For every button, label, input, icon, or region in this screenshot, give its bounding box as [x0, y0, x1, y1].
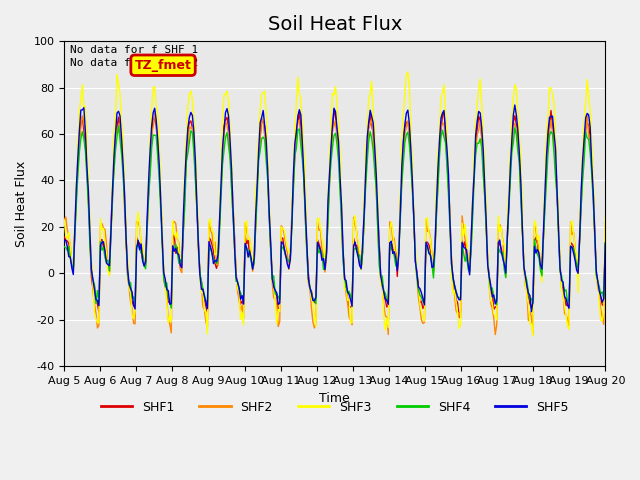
- Title: Soil Heat Flux: Soil Heat Flux: [268, 15, 402, 34]
- Y-axis label: Soil Heat Flux: Soil Heat Flux: [15, 161, 28, 247]
- Text: No data for f_SHF_1
No data for f_SHF_2: No data for f_SHF_1 No data for f_SHF_2: [70, 44, 198, 68]
- X-axis label: Time: Time: [319, 392, 350, 405]
- Legend: SHF1, SHF2, SHF3, SHF4, SHF5: SHF1, SHF2, SHF3, SHF4, SHF5: [95, 396, 574, 419]
- Text: TZ_fmet: TZ_fmet: [134, 59, 191, 72]
